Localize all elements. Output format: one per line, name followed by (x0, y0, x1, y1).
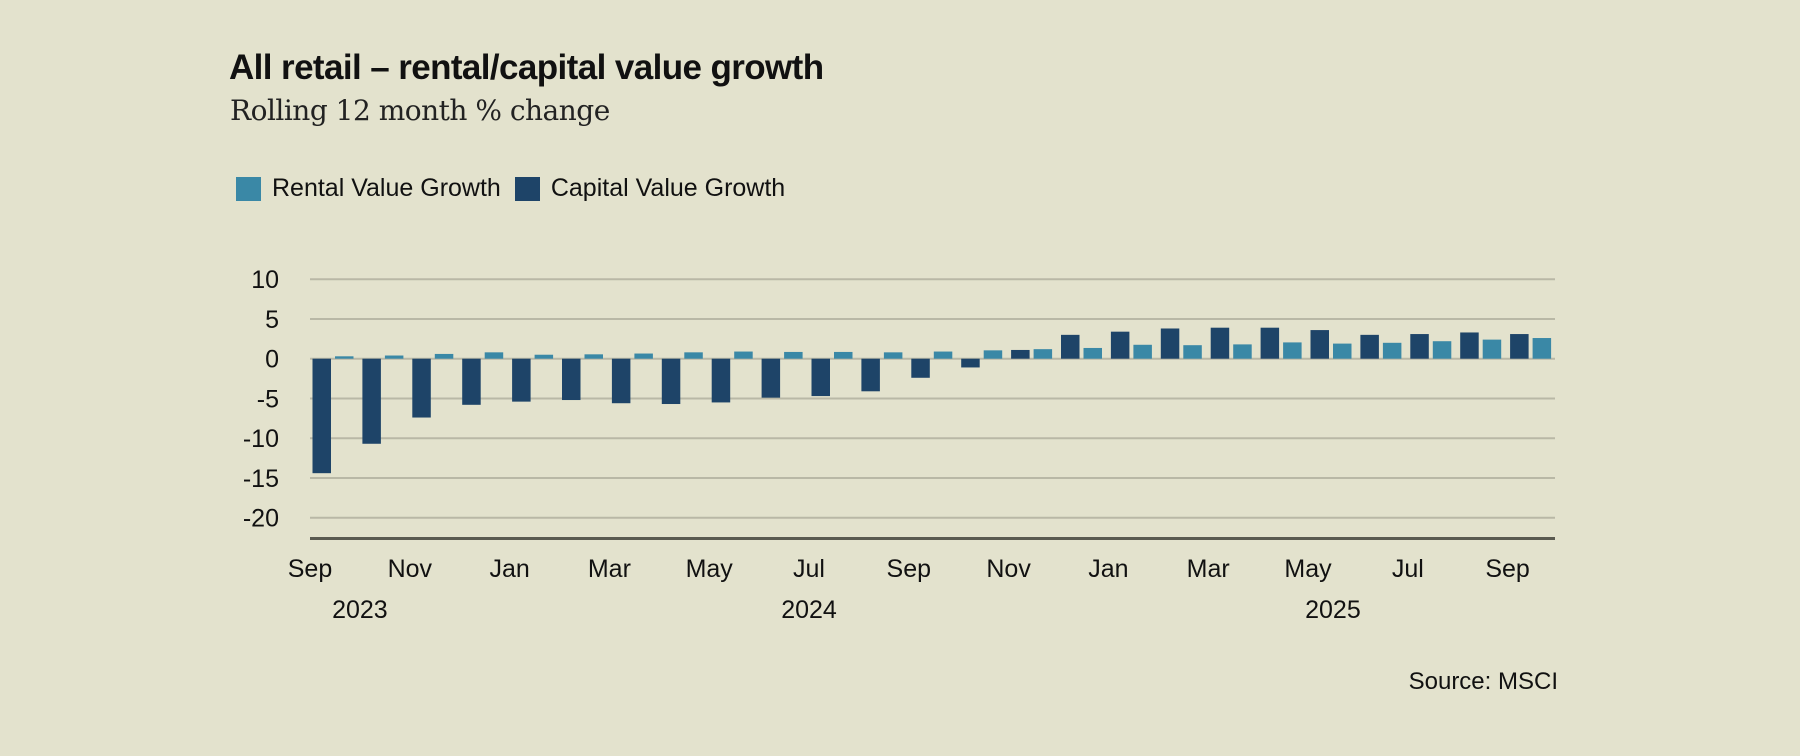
gridlines (310, 278, 1555, 519)
bar-capital-value-growth (861, 358, 880, 392)
x-tick-label: Nov (986, 555, 1031, 583)
bar-capital-value-growth (1460, 332, 1479, 359)
x-tick-label: Sep (1485, 555, 1529, 583)
bar-rental-value-growth (1283, 342, 1302, 359)
x-tick-label: Mar (588, 555, 631, 583)
bar-rental-value-growth (983, 350, 1003, 359)
x-tick-label: Jan (489, 555, 529, 583)
bar-capital-value-growth (611, 358, 631, 404)
legend-label-capital: Capital Value Growth (550, 174, 786, 202)
bar-capital-value-growth (811, 358, 830, 397)
bar-rental-value-growth (684, 352, 703, 359)
y-tick-label: -15 (243, 465, 279, 493)
bar-capital-value-growth (911, 358, 930, 378)
bar-capital-value-growth (1110, 331, 1130, 359)
x-year-label: 2024 (781, 596, 837, 624)
bar-capital-value-growth (1360, 334, 1379, 359)
legend-item-rental: Rental Value Growth (236, 174, 501, 203)
bar-capital-value-growth (1011, 349, 1030, 359)
x-tick-label: Nov (388, 555, 433, 583)
y-tick-label: -10 (243, 425, 279, 453)
bar-rental-value-growth (883, 352, 903, 359)
bar-capital-value-growth (1260, 327, 1280, 359)
bar-capital-value-growth (1160, 328, 1180, 359)
chart-title: All retail – rental/capital value growth (229, 48, 824, 87)
source-note: Source: MSCI (1408, 668, 1558, 695)
x-tick-label: May (686, 555, 734, 583)
bar-capital-value-growth (961, 358, 980, 368)
x-tick-label: Jul (793, 555, 825, 583)
bar-rental-value-growth (1382, 342, 1402, 359)
bar-rental-value-growth (784, 351, 803, 359)
x-tick-label: Jul (1392, 555, 1424, 583)
bar-rental-value-growth (1033, 349, 1053, 359)
y-tick-label: 5 (265, 306, 279, 334)
x-tick-label: May (1284, 555, 1332, 583)
bar-capital-value-growth (1310, 330, 1329, 359)
bar-rental-value-growth (1532, 338, 1552, 359)
bar-capital-value-growth (412, 358, 431, 418)
bar-rental-value-growth (534, 354, 554, 359)
legend-swatch-rental (236, 176, 261, 201)
bar-capital-value-growth (711, 358, 731, 403)
bar-rental-value-growth (734, 351, 753, 359)
legend-label-rental: Rental Value Growth (272, 174, 501, 202)
bar-rental-value-growth (933, 351, 953, 359)
bar-rental-value-growth (1333, 343, 1352, 359)
bar-rental-value-growth (1183, 345, 1202, 359)
y-axis-ticks: 10 5 0 -5 -10 -15 -20 (243, 266, 279, 533)
x-tick-label: Mar (1187, 555, 1230, 583)
legend-item-capital: Capital Value Growth (514, 174, 786, 203)
y-tick-label: -20 (243, 505, 279, 533)
bars (312, 327, 1552, 474)
bar-capital-value-growth (1510, 334, 1529, 359)
bar-rental-value-growth (584, 354, 603, 359)
bar-capital-value-growth (562, 358, 581, 401)
x-axis-ticks: Sep Nov Jan Mar May Jul Sep Nov Jan Mar May Jul Sep2… (288, 555, 1530, 624)
legend-swatch-capital (514, 176, 540, 201)
bar-rental-value-growth (484, 352, 504, 359)
y-tick-label: 0 (265, 346, 279, 374)
bar-rental-value-growth (1432, 341, 1452, 359)
bar-rental-value-growth (1482, 339, 1502, 359)
y-tick-label: -5 (257, 385, 279, 413)
bar-rental-value-growth (384, 355, 404, 359)
bar-capital-value-growth (512, 358, 531, 402)
x-tick-label: Sep (887, 555, 931, 583)
bar-capital-value-growth (362, 358, 381, 444)
bar-rental-value-growth (1133, 344, 1152, 359)
y-tick-label: 10 (251, 266, 279, 294)
x-year-label: 2023 (332, 596, 388, 624)
bar-rental-value-growth (1233, 344, 1252, 359)
bar-rental-value-growth (434, 353, 454, 359)
bar-capital-value-growth (761, 358, 781, 398)
x-tick-label: Jan (1088, 555, 1128, 583)
bar-rental-value-growth (834, 351, 853, 359)
bar-rental-value-growth (1083, 347, 1102, 359)
chart-subtitle: Rolling 12 month % change (230, 94, 610, 127)
bar-rental-value-growth (335, 356, 354, 359)
x-tick-label: Sep (288, 555, 332, 583)
x-year-label: 2025 (1305, 596, 1361, 624)
bar-capital-value-growth (661, 358, 681, 405)
legend: Rental Value Growth Capital Value Growth (236, 174, 799, 203)
bar-capital-value-growth (1210, 327, 1230, 359)
bar-capital-value-growth (1061, 334, 1080, 359)
bar-capital-value-growth (462, 358, 481, 405)
bar-capital-value-growth (312, 358, 331, 474)
bar-capital-value-growth (1410, 334, 1429, 359)
bar-rental-value-growth (634, 353, 653, 359)
